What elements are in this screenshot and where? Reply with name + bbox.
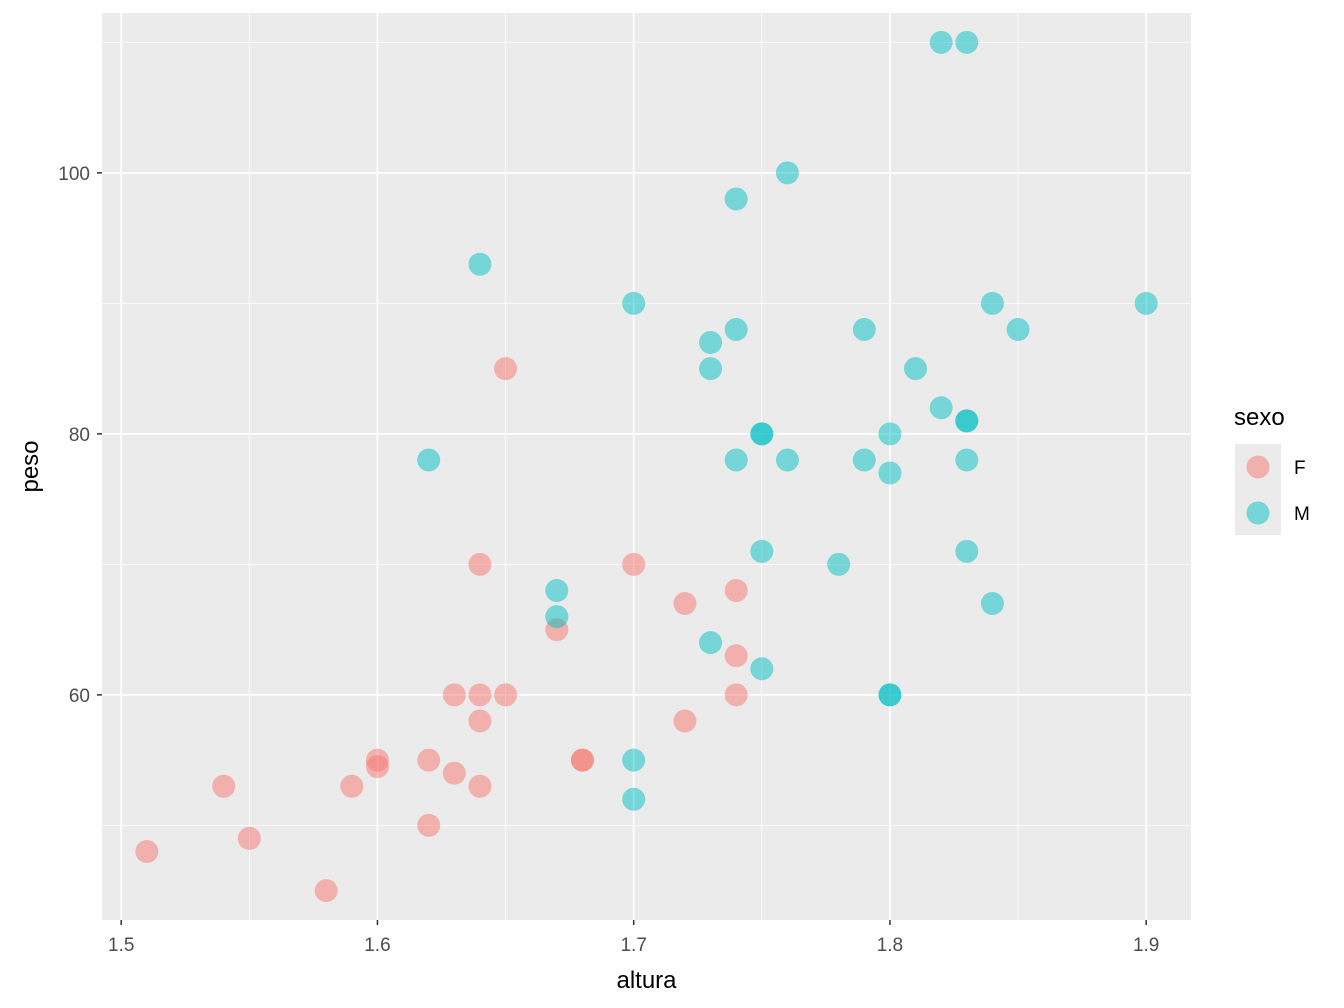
data-point-F (417, 748, 441, 772)
data-point-F (365, 755, 389, 779)
data-point-M (622, 291, 646, 315)
legend-key-M (1246, 501, 1270, 525)
data-point-M (699, 631, 723, 655)
data-point-M (468, 252, 492, 276)
data-point-F (135, 839, 159, 863)
data-point-M (929, 30, 953, 54)
x-tick-label: 1.8 (877, 935, 903, 956)
data-point-F (673, 592, 697, 616)
data-point-F (442, 761, 466, 785)
data-point-M (827, 552, 851, 576)
data-point-F (468, 552, 492, 576)
data-point-F (570, 748, 594, 772)
legend-items: FM (1246, 455, 1310, 525)
y-tick-label: 60 (69, 686, 90, 707)
data-point-F (724, 683, 748, 707)
data-point-M (955, 539, 979, 563)
data-point-M (878, 683, 902, 707)
data-point-F (212, 774, 236, 798)
data-point-F (724, 578, 748, 602)
data-point-F (468, 709, 492, 733)
data-point-M (878, 422, 902, 446)
data-point-F (468, 683, 492, 707)
y-axis-ticks: 60 80 100 (58, 164, 102, 707)
plot-panel (102, 13, 1191, 920)
data-point-F (237, 826, 261, 850)
data-point-M (750, 539, 774, 563)
data-point-M (852, 317, 876, 341)
data-point-M (545, 578, 569, 602)
data-point-M (955, 409, 979, 433)
data-point-M (1006, 317, 1030, 341)
data-point-M (699, 357, 723, 381)
y-axis-title: peso (17, 440, 44, 492)
data-point-F (724, 644, 748, 668)
data-point-M (699, 331, 723, 355)
data-point-M (750, 422, 774, 446)
legend-key-F (1246, 455, 1270, 479)
x-axis-title: altura (616, 967, 677, 994)
y-tick-label: 80 (69, 425, 90, 446)
data-point-M (775, 161, 799, 185)
data-point-F (468, 774, 492, 798)
x-axis-ticks: 1.5 1.6 1.7 1.8 1.9 (108, 920, 1159, 956)
data-point-M (622, 787, 646, 811)
data-point-M (1134, 291, 1158, 315)
data-point-F (494, 357, 518, 381)
legend-title: sexo (1234, 404, 1285, 431)
legend-label-M: M (1294, 504, 1310, 525)
data-point-F (417, 813, 441, 837)
data-point-F (622, 552, 646, 576)
data-point-M (750, 657, 774, 681)
x-tick-label: 1.6 (364, 935, 390, 956)
data-point-M (545, 605, 569, 629)
legend-label-F: F (1294, 458, 1306, 479)
data-point-M (980, 592, 1004, 616)
x-tick-label: 1.9 (1133, 935, 1159, 956)
data-point-M (724, 187, 748, 211)
data-point-F (340, 774, 364, 798)
data-point-M (852, 448, 876, 472)
data-points (135, 30, 1158, 903)
data-point-M (980, 291, 1004, 315)
data-point-M (955, 448, 979, 472)
data-point-M (955, 30, 979, 54)
data-point-M (724, 448, 748, 472)
data-point-M (622, 748, 646, 772)
x-tick-label: 1.5 (108, 935, 134, 956)
data-point-M (929, 396, 953, 420)
data-point-F (314, 879, 338, 903)
x-tick-label: 1.7 (620, 935, 646, 956)
grid-minor (102, 13, 1191, 920)
data-point-M (878, 461, 902, 485)
legend: sexo FM (1234, 404, 1310, 535)
data-point-M (724, 317, 748, 341)
data-point-M (775, 448, 799, 472)
data-point-F (673, 709, 697, 733)
data-point-M (417, 448, 441, 472)
data-point-F (442, 683, 466, 707)
y-tick-label: 100 (58, 164, 90, 185)
data-point-M (904, 357, 928, 381)
data-point-F (494, 683, 518, 707)
